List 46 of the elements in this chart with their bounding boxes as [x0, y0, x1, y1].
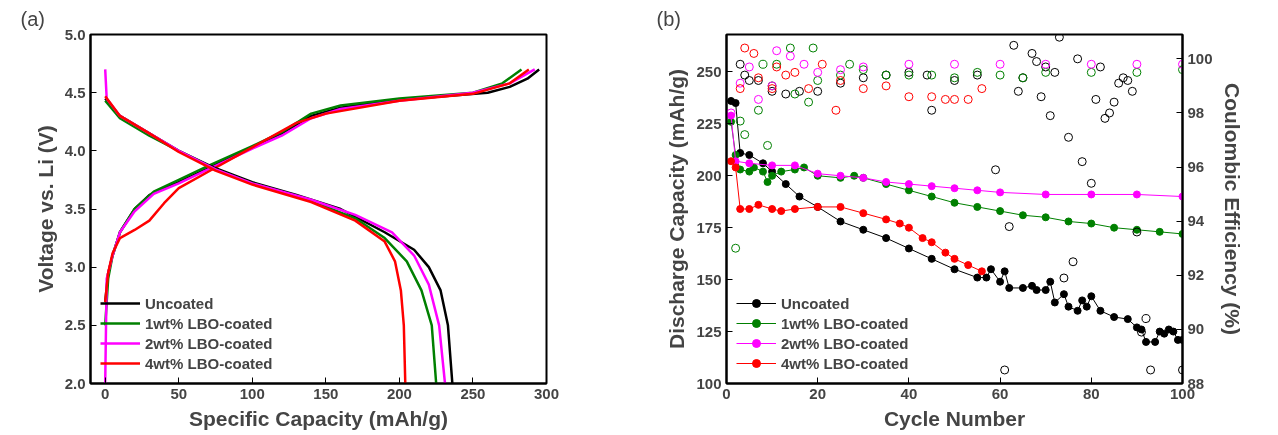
legend-label: Uncoated	[781, 294, 850, 312]
y-tick-label: 125	[696, 322, 722, 340]
y-tick-label: 200	[696, 166, 722, 184]
y-tick-label: 175	[696, 218, 722, 236]
x-tick-label: 20	[809, 384, 827, 402]
x-axis-title: Specific Capacity (mAh/g)	[188, 406, 449, 430]
y2-tick-label: 94	[1187, 212, 1205, 230]
x-tick-label: 60	[991, 384, 1009, 402]
chart-title: (b)	[656, 7, 681, 30]
x-tick-label: 80	[1082, 384, 1100, 402]
y-tick-label: 3.5	[64, 200, 86, 217]
y2-tick-label: 98	[1187, 103, 1205, 121]
y2-axis-title: Coulombic Efficiency (%)	[1220, 82, 1244, 336]
x-tick-label: 50	[170, 384, 188, 402]
x-tick-label: 100	[239, 384, 265, 402]
y-tick-label: 5.0	[64, 25, 86, 43]
y-tick-label: 150	[696, 270, 722, 288]
y-tick-label: 4.0	[64, 141, 86, 159]
y-tick-label: 250	[696, 62, 722, 80]
x-tick-label: 0	[101, 384, 110, 402]
y-axis-title: Discharge Capacity (mAh/g)	[665, 68, 689, 350]
y2-tick-label: 90	[1187, 320, 1205, 338]
y2-tick-label: 100	[1187, 49, 1213, 67]
y-tick-label: 3.0	[64, 258, 86, 276]
y-axis-title: Voltage vs. Li (V)	[33, 125, 57, 293]
legend-label: 4wt% LBO-coated	[781, 354, 909, 372]
y-tick-label: 225	[696, 114, 722, 132]
legend-label: 1wt% LBO-coated	[145, 314, 273, 332]
y2-tick-label: 92	[1187, 266, 1205, 284]
legend-label: 1wt% LBO-coated	[781, 314, 909, 332]
chart-title: (a)	[20, 7, 45, 30]
legend-label: 4wt% LBO-coated	[145, 354, 273, 372]
x-tick-label: 200	[386, 384, 412, 402]
x-axis-title: Cycle Number	[883, 406, 1026, 430]
y-tick-label: 2.5	[64, 316, 86, 334]
x-tick-label: 40	[900, 384, 918, 402]
legend-label: Uncoated	[145, 294, 214, 312]
y-tick-label: 2.0	[64, 374, 86, 392]
x-tick-label: 250	[460, 384, 486, 402]
y2-tick-label: 96	[1187, 158, 1205, 176]
legend-label: 2wt% LBO-coated	[781, 334, 909, 352]
x-tick-label: 150	[313, 384, 339, 402]
x-tick-label: 300	[533, 384, 560, 402]
y-tick-label: 4.5	[64, 83, 86, 101]
x-tick-label: 0	[722, 384, 731, 402]
legend-label: 2wt% LBO-coated	[145, 334, 273, 352]
